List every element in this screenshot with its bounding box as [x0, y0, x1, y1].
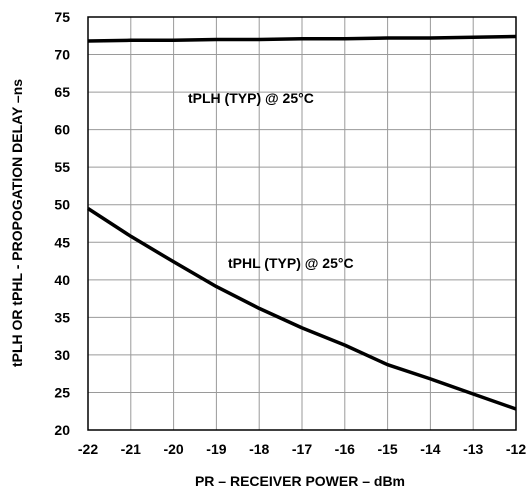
x-tick-label: -14 [420, 441, 440, 457]
x-tick-labels: -22 -21 -20 -19 -18 -17 -16 -15 -14 -13 -12 [78, 441, 526, 457]
x-tick-label: -22 [78, 441, 98, 457]
y-tick-label: 50 [54, 197, 70, 213]
series-label-tplh: tPLH (TYP) @ 25°C [188, 90, 314, 106]
x-tick-label: -12 [506, 441, 526, 457]
y-tick-label: 65 [54, 84, 70, 100]
x-axis-label: PR – RECEIVER POWER – dBm [195, 473, 405, 489]
y-tick-label: 20 [54, 422, 70, 438]
x-tick-label: -21 [121, 441, 141, 457]
x-tick-label: -17 [292, 441, 312, 457]
series-line-tphl [87, 207, 517, 411]
y-tick-label: 45 [54, 234, 70, 250]
x-tick-label: -13 [463, 441, 483, 457]
grid [87, 16, 517, 431]
y-tick-label: 35 [54, 309, 70, 325]
y-tick-label: 30 [54, 347, 70, 363]
series-label-tphl: tPHL (TYP) @ 25°C [228, 255, 354, 271]
series-line-tplh [87, 34, 517, 43]
y-tick-label: 55 [54, 159, 70, 175]
y-tick-labels: 20 25 30 35 40 45 50 55 60 65 70 75 [54, 9, 70, 438]
y-tick-label: 70 [54, 47, 70, 63]
y-tick-label: 25 [54, 384, 70, 400]
x-tick-label: -19 [206, 441, 226, 457]
x-tick-label: -18 [249, 441, 269, 457]
x-tick-label: -20 [163, 441, 183, 457]
y-tick-label: 60 [54, 122, 70, 138]
x-tick-label: -15 [377, 441, 397, 457]
y-tick-label: 75 [54, 9, 70, 25]
y-axis-label: tPLH OR tPHL - PROPOGATION DELAY –ns [9, 79, 25, 367]
series-layer [87, 34, 517, 411]
plot-frame [87, 16, 517, 431]
y-tick-label: 40 [54, 272, 70, 288]
x-tick-label: -16 [335, 441, 355, 457]
